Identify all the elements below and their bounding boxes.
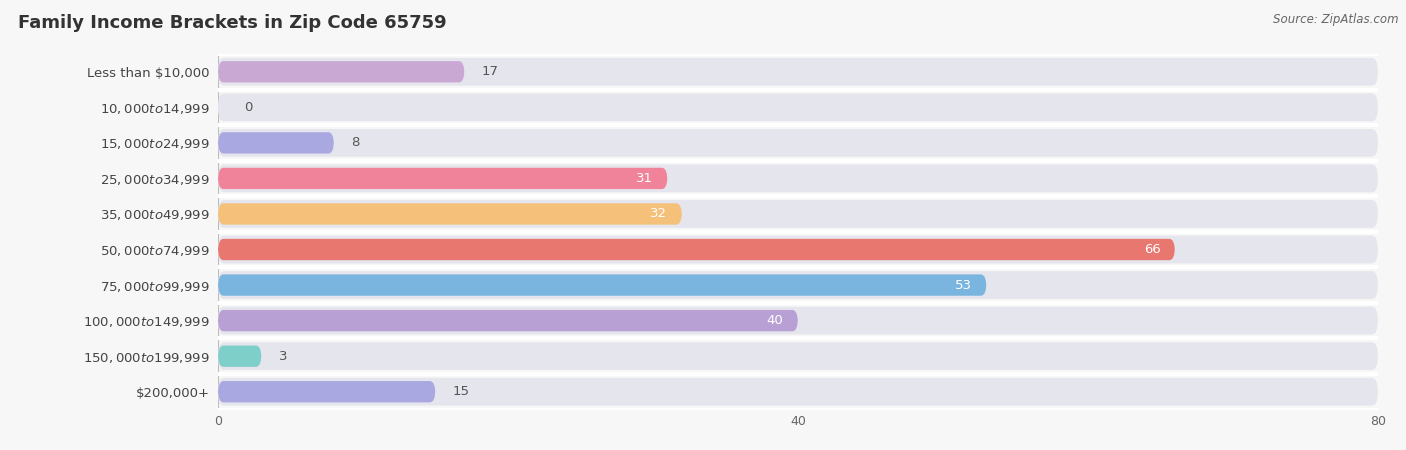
FancyBboxPatch shape — [218, 165, 1378, 192]
FancyBboxPatch shape — [218, 94, 1378, 121]
FancyBboxPatch shape — [218, 346, 262, 367]
Text: 17: 17 — [482, 65, 499, 78]
FancyBboxPatch shape — [218, 381, 436, 402]
FancyBboxPatch shape — [218, 307, 1378, 334]
FancyBboxPatch shape — [218, 236, 1378, 263]
FancyBboxPatch shape — [218, 58, 1378, 86]
FancyBboxPatch shape — [218, 200, 1378, 228]
FancyBboxPatch shape — [218, 310, 799, 331]
Text: 31: 31 — [636, 172, 652, 185]
FancyBboxPatch shape — [218, 168, 668, 189]
FancyBboxPatch shape — [218, 274, 987, 296]
Text: Source: ZipAtlas.com: Source: ZipAtlas.com — [1274, 14, 1399, 27]
Text: 32: 32 — [651, 207, 668, 220]
FancyBboxPatch shape — [218, 342, 1378, 370]
FancyBboxPatch shape — [218, 61, 464, 82]
FancyBboxPatch shape — [218, 203, 682, 225]
FancyBboxPatch shape — [218, 132, 335, 153]
FancyBboxPatch shape — [218, 129, 1378, 157]
Text: 8: 8 — [352, 136, 360, 149]
Text: 3: 3 — [278, 350, 287, 363]
FancyBboxPatch shape — [218, 271, 1378, 299]
Text: 15: 15 — [453, 385, 470, 398]
Text: Family Income Brackets in Zip Code 65759: Family Income Brackets in Zip Code 65759 — [18, 14, 447, 32]
Text: 66: 66 — [1143, 243, 1160, 256]
Text: 0: 0 — [245, 101, 253, 114]
FancyBboxPatch shape — [218, 239, 1175, 260]
Text: 40: 40 — [766, 314, 783, 327]
FancyBboxPatch shape — [218, 378, 1378, 405]
Text: 53: 53 — [955, 279, 972, 292]
